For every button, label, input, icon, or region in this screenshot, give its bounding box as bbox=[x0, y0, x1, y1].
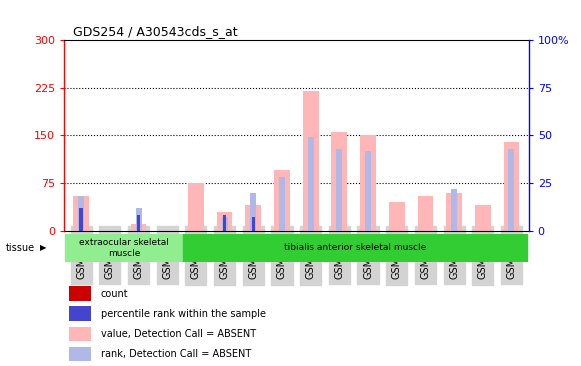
Bar bbox=[137, 215, 140, 231]
Bar bbox=[69, 286, 91, 301]
Text: ▶: ▶ bbox=[40, 243, 46, 252]
Text: extraocular skeletal
muscle: extraocular skeletal muscle bbox=[79, 238, 169, 258]
Bar bbox=[336, 149, 342, 231]
Text: tissue: tissue bbox=[6, 243, 35, 253]
Bar bbox=[331, 132, 347, 231]
Bar bbox=[69, 326, 91, 341]
Bar bbox=[217, 212, 232, 231]
Bar bbox=[274, 170, 290, 231]
Bar bbox=[135, 208, 142, 231]
Bar bbox=[252, 217, 255, 231]
Bar bbox=[65, 234, 183, 262]
Bar bbox=[78, 196, 84, 231]
Bar bbox=[188, 183, 204, 231]
Bar bbox=[80, 218, 83, 231]
Bar bbox=[389, 202, 404, 231]
Bar bbox=[279, 177, 285, 231]
Text: tibialis anterior skeletal muscle: tibialis anterior skeletal muscle bbox=[284, 243, 426, 253]
Bar bbox=[451, 189, 457, 231]
Bar bbox=[250, 193, 256, 231]
Bar bbox=[504, 142, 519, 231]
Text: GDS254 / A30543cds_s_at: GDS254 / A30543cds_s_at bbox=[73, 25, 238, 38]
Text: percentile rank within the sample: percentile rank within the sample bbox=[101, 309, 266, 319]
Bar bbox=[183, 234, 528, 262]
Bar bbox=[131, 224, 146, 231]
Bar bbox=[418, 196, 433, 231]
Bar bbox=[69, 306, 91, 321]
Bar bbox=[308, 137, 314, 231]
Bar bbox=[303, 91, 318, 231]
Bar bbox=[73, 196, 89, 231]
Bar bbox=[365, 151, 371, 231]
Bar bbox=[360, 135, 376, 231]
Text: count: count bbox=[101, 288, 128, 299]
Text: rank, Detection Call = ABSENT: rank, Detection Call = ABSENT bbox=[101, 349, 251, 359]
Bar bbox=[69, 347, 91, 361]
Bar bbox=[446, 193, 462, 231]
Text: value, Detection Call = ABSENT: value, Detection Call = ABSENT bbox=[101, 329, 256, 339]
Bar bbox=[245, 205, 261, 231]
Bar bbox=[221, 217, 228, 231]
Bar bbox=[80, 208, 83, 231]
Bar bbox=[223, 215, 227, 231]
Bar bbox=[475, 205, 491, 231]
Bar bbox=[508, 149, 515, 231]
